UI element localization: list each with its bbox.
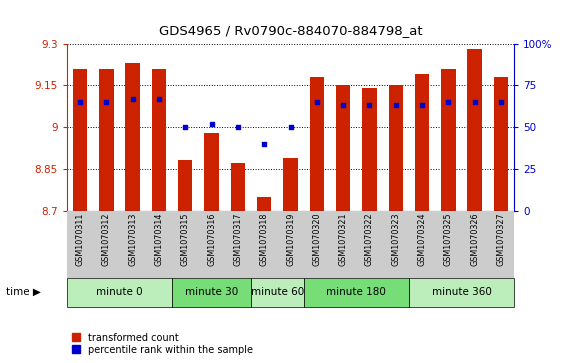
Bar	[73, 69, 87, 211]
Text: GSM1070326: GSM1070326	[470, 212, 479, 266]
Text: GSM1070311: GSM1070311	[76, 212, 84, 266]
Point	[286, 124, 295, 130]
Text: GSM1070325: GSM1070325	[444, 212, 453, 266]
Point	[260, 141, 269, 147]
Text: GSM1070315: GSM1070315	[181, 212, 190, 266]
Text: GSM1070313: GSM1070313	[128, 212, 137, 266]
Text: minute 0: minute 0	[96, 287, 143, 297]
Point	[76, 99, 85, 105]
Text: GSM1070314: GSM1070314	[155, 212, 163, 266]
Point	[339, 102, 348, 108]
Text: GDS4965 / Rv0790c-884070-884798_at: GDS4965 / Rv0790c-884070-884798_at	[159, 24, 422, 37]
Text: GSM1070316: GSM1070316	[207, 212, 216, 266]
Bar	[178, 160, 192, 211]
Text: GSM1070324: GSM1070324	[418, 212, 426, 266]
Bar	[468, 49, 482, 211]
Point	[496, 99, 505, 105]
Bar	[125, 63, 140, 211]
Text: GSM1070319: GSM1070319	[286, 212, 295, 266]
Point	[365, 102, 374, 108]
Point	[444, 99, 453, 105]
Point	[417, 102, 426, 108]
Text: GSM1070321: GSM1070321	[339, 212, 347, 266]
Text: minute 360: minute 360	[432, 287, 492, 297]
Bar	[310, 77, 324, 211]
Bar	[441, 69, 456, 211]
Text: minute 180: minute 180	[327, 287, 386, 297]
Point	[391, 102, 400, 108]
Point	[102, 99, 111, 105]
Bar	[99, 69, 113, 211]
Point	[470, 99, 479, 105]
Point	[181, 124, 190, 130]
Bar	[257, 197, 271, 211]
Point	[155, 96, 164, 102]
Bar	[205, 132, 219, 211]
Text: GSM1070317: GSM1070317	[234, 212, 242, 266]
Text: GSM1070323: GSM1070323	[391, 212, 400, 266]
Text: GSM1070312: GSM1070312	[102, 212, 111, 266]
Bar	[152, 69, 166, 211]
Text: GSM1070320: GSM1070320	[313, 212, 321, 266]
Bar	[415, 74, 429, 211]
Text: GSM1070318: GSM1070318	[260, 212, 268, 266]
Bar	[494, 77, 508, 211]
Point	[128, 96, 137, 102]
Text: time ▶: time ▶	[6, 287, 41, 297]
Text: GSM1070322: GSM1070322	[365, 212, 374, 266]
Bar	[336, 85, 350, 211]
Text: GSM1070327: GSM1070327	[497, 212, 505, 266]
Point	[233, 124, 242, 130]
Point	[312, 99, 321, 105]
Text: minute 30: minute 30	[185, 287, 238, 297]
Bar	[284, 158, 297, 211]
Bar	[389, 85, 403, 211]
Legend: transformed count, percentile rank within the sample: transformed count, percentile rank withi…	[71, 333, 253, 355]
Point	[207, 121, 216, 127]
Bar	[362, 88, 376, 211]
Bar	[231, 163, 245, 211]
Text: minute 60: minute 60	[251, 287, 304, 297]
